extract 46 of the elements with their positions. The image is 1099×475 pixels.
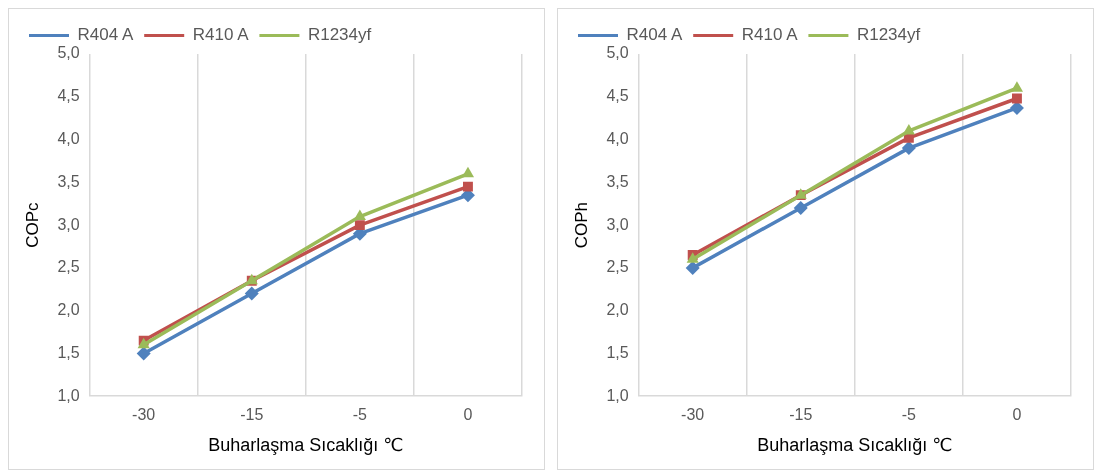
y-axis-title: COPc — [22, 201, 42, 248]
y-tick-label: 1,0 — [57, 386, 80, 404]
y-tick-label: 5,0 — [57, 44, 80, 62]
x-tick-label: 0 — [463, 406, 473, 424]
x-tick-label: -15 — [240, 406, 264, 424]
y-tick-label: 4,5 — [606, 87, 629, 105]
y-tick-label: 2,5 — [606, 258, 629, 276]
x-axis-title: Buharlaşma Sıcaklığı ℃ — [757, 435, 953, 456]
point — [136, 346, 151, 361]
legend-label: R1234yf — [307, 25, 372, 45]
legend-label: R1234yf — [856, 25, 921, 45]
y-tick-label: 3,5 — [606, 172, 629, 190]
x-tick-label: -5 — [352, 406, 368, 424]
y-tick-label: 4,0 — [606, 129, 629, 147]
y-tick-label: 3,0 — [57, 215, 80, 233]
y-tick-label: 2,0 — [57, 301, 80, 319]
y-tick-label: 1,0 — [606, 386, 629, 404]
legend-label: R404 A — [77, 25, 134, 45]
x-tick-label: -30 — [132, 406, 156, 424]
legend-label: R404 A — [626, 25, 683, 45]
x-tick-label: -5 — [901, 406, 917, 424]
point — [244, 286, 259, 301]
y-axis-title: COPh — [571, 201, 591, 249]
point — [463, 181, 473, 192]
x-tick-label: -15 — [789, 406, 813, 424]
y-tick-label: 2,5 — [57, 258, 80, 276]
y-tick-label: 4,5 — [57, 87, 80, 105]
legend-label: R410 A — [192, 25, 250, 45]
y-tick-label: 1,5 — [606, 343, 629, 361]
point — [1010, 81, 1024, 92]
x-tick-label: -30 — [681, 406, 705, 424]
y-tick-label: 1,5 — [57, 343, 80, 361]
point — [354, 220, 365, 231]
point — [685, 260, 700, 275]
legend-label: R410 A — [741, 25, 799, 45]
y-tick-label: 3,0 — [606, 215, 629, 233]
x-tick-label: 0 — [1012, 406, 1022, 424]
point — [1012, 93, 1022, 104]
x-axis-title: Buharlaşma Sıcaklığı ℃ — [208, 435, 404, 456]
y-tick-label: 2,0 — [606, 301, 629, 319]
y-tick-label: 3,5 — [57, 172, 80, 190]
y-tick-label: 5,0 — [606, 44, 629, 62]
point — [793, 200, 808, 215]
y-tick-label: 4,0 — [57, 129, 80, 147]
point — [461, 166, 475, 178]
point — [901, 141, 916, 156]
